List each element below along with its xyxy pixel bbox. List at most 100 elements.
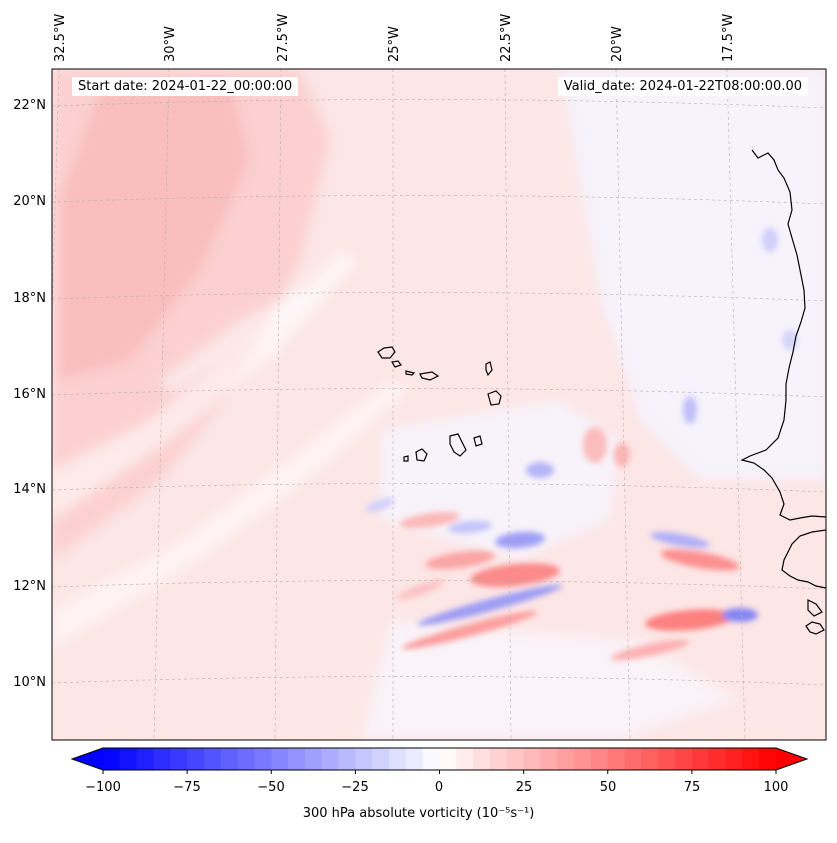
graticule-parallel — [52, 580, 826, 590]
colorbar-segment — [691, 748, 710, 770]
colorbar-label: 300 hPa absolute vorticity (10⁻⁵s⁻¹) — [302, 806, 535, 821]
lat-label-22n: 22°N — [13, 98, 46, 113]
colorbar-tick-label-75: 75 — [683, 780, 701, 795]
lon-label-20w: 20°W — [610, 26, 625, 62]
colorbar-segment — [506, 748, 525, 770]
colorbar-segment — [523, 748, 541, 770]
field-blue-core-central — [495, 531, 545, 549]
field-streak-2 — [52, 380, 410, 650]
colorbar-segment — [675, 748, 693, 770]
graticule-meridian — [615, 69, 631, 740]
lat-label-20n: 20°N — [13, 194, 46, 209]
colorbar-segment — [590, 748, 609, 770]
coastline-islands-africa-1 — [807, 599, 823, 617]
field-red-east-1 — [645, 609, 735, 631]
colorbar-tick-label-neg100: −100 — [85, 780, 121, 795]
colorbar-segment — [574, 748, 592, 770]
colorbar-segment — [136, 748, 154, 770]
colorbar-segment — [725, 748, 743, 770]
colorbar-segment — [153, 748, 171, 770]
colorbar-segments — [103, 748, 777, 770]
field-red-streak-south — [402, 610, 538, 650]
field-red-patch-2 — [614, 443, 630, 467]
colorbar-segment — [203, 748, 222, 770]
colorbar — [70, 747, 809, 774]
lon-label-22-5w: 22.5°W — [499, 13, 514, 62]
colorbar-segment — [321, 748, 339, 770]
colorbar-ticks — [102, 770, 777, 774]
colorbar-segment — [304, 748, 323, 770]
coastline-islands-africa-2 — [805, 621, 825, 635]
graticule-parallel — [52, 483, 826, 493]
graticule-parallel — [52, 99, 826, 109]
colorbar-segment — [473, 748, 491, 770]
field-east-light — [560, 69, 826, 480]
coastline-capeverde-sal — [485, 361, 493, 377]
field-blue-streak-south — [417, 584, 563, 626]
coastline-capeverde-brava — [403, 455, 409, 462]
colorbar-segment — [170, 748, 188, 770]
colorbar-segment — [456, 748, 474, 770]
graticule — [52, 69, 826, 740]
colorbar-segment — [708, 748, 726, 770]
start-date-label: Start date: 2024-01-22_00:00:00 — [72, 77, 299, 96]
lon-label-25w: 25°W — [387, 26, 402, 62]
colorbar-segment — [338, 748, 356, 770]
coastline-africa-south — [781, 529, 826, 589]
field-red-east-3 — [610, 639, 690, 661]
lat-label-10n: 10°N — [13, 675, 46, 690]
coastline-capeverde-sao-nicolau-2 — [419, 371, 440, 381]
field-red-east-2 — [660, 549, 740, 571]
colorbar-tick-label-100: 100 — [763, 780, 789, 795]
field-red-patch-3 — [396, 580, 444, 600]
field-blue-patch-1 — [683, 396, 697, 424]
field-red-patch-1 — [583, 427, 607, 463]
lat-label-12n: 12°N — [13, 579, 46, 594]
coastline-capeverde-fogo — [415, 448, 428, 462]
field-blue-central-north — [526, 462, 554, 478]
colorbar-segment — [372, 748, 390, 770]
colorbar-segment — [742, 748, 760, 770]
colorbar-tick-label-neg50: −50 — [257, 780, 285, 795]
field-nw-band-core — [60, 80, 250, 380]
colorbar-segment — [389, 748, 407, 770]
colorbar-segment — [271, 748, 289, 770]
graticule-meridian — [726, 69, 746, 740]
colorbar-segment — [355, 748, 373, 770]
colorbar-segment — [237, 748, 255, 770]
graticule-meridian — [153, 69, 170, 740]
colorbar-tick-label-50: 50 — [599, 780, 617, 795]
colorbar-segment — [103, 748, 121, 770]
colorbar-segment — [489, 748, 508, 770]
colorbar-segment — [254, 748, 272, 770]
coastline-capeverde-santiago — [449, 433, 467, 457]
colorbar-segment — [187, 748, 205, 770]
lon-label-32-5w: 32.5°W — [53, 13, 68, 62]
vorticity-field — [52, 69, 826, 740]
graticule-parallel — [52, 195, 826, 205]
colorbar-segment — [119, 748, 138, 770]
lat-label-14n: 14°N — [13, 482, 46, 497]
graticule-parallel — [52, 676, 826, 686]
coastline-capeverde-sao-vicente — [391, 360, 402, 368]
field-blue-east-1 — [722, 608, 758, 622]
colorbar-segment — [220, 748, 238, 770]
colorbar-extend-high — [776, 748, 807, 770]
colorbar-tick-label-neg75: −75 — [173, 780, 201, 795]
colorbar-segment — [422, 748, 440, 770]
graticule-parallel — [52, 388, 826, 398]
field-blue-west-small — [365, 498, 395, 512]
coastline-africa — [740, 149, 826, 521]
field-blue-patch-2 — [762, 228, 778, 252]
field-blue-core-central-2 — [448, 520, 492, 534]
colorbar-segment — [439, 748, 457, 770]
field-red-core-central-2 — [425, 550, 495, 570]
coastline-capeverde-santo-antao — [377, 346, 396, 359]
field-red-central-north — [400, 511, 460, 529]
coastline-capeverde-maio — [473, 435, 483, 447]
colorbar-segment — [641, 748, 659, 770]
colorbar-tick-label-25: 25 — [515, 780, 533, 795]
lon-label-27-5w: 27.5°W — [276, 13, 291, 62]
graticule-parallel — [52, 292, 826, 302]
